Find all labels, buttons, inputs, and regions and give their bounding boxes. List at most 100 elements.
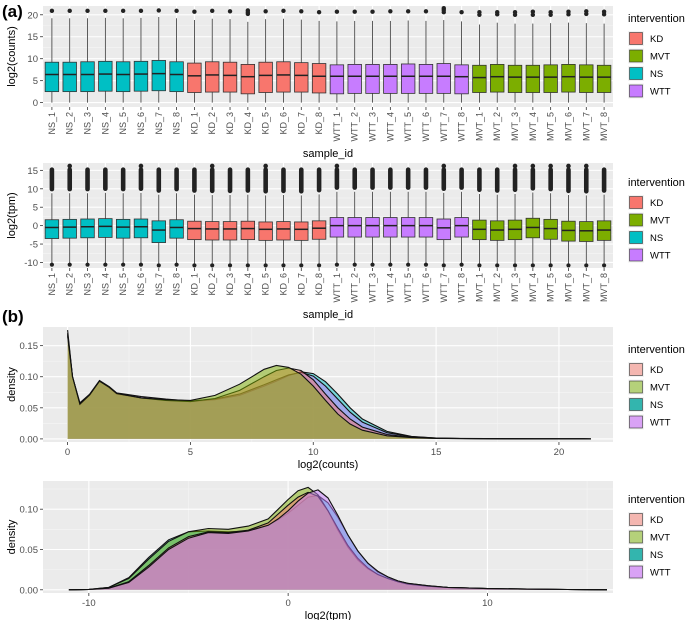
box-body xyxy=(507,64,523,93)
box-body xyxy=(151,60,166,92)
x-tick-label: MVT_2 xyxy=(492,112,502,141)
box-ns-3 xyxy=(80,8,95,103)
x-axis-title: sample_id xyxy=(303,148,353,160)
box-wtt-3 xyxy=(365,167,380,267)
box-kd-6 xyxy=(276,167,291,268)
legend-key-ns xyxy=(629,231,643,244)
outlier-point xyxy=(441,263,446,268)
box-body xyxy=(62,61,77,93)
x-tick-label: NS_6 xyxy=(136,273,146,296)
x-tick-label: KD_3 xyxy=(225,273,235,296)
outlier-band-upper xyxy=(405,167,411,190)
outlier-point xyxy=(138,262,144,267)
box-body xyxy=(311,220,327,240)
legend-label: WTT xyxy=(650,251,671,262)
outlier-point xyxy=(192,263,197,268)
box-wtt-8 xyxy=(454,167,469,267)
box-ns-5 xyxy=(115,8,131,103)
box-mvt-3 xyxy=(507,163,523,268)
outlier-point xyxy=(334,262,340,267)
outlier-band-upper xyxy=(423,167,429,190)
box-kd-7 xyxy=(294,9,309,103)
outlier-point xyxy=(477,9,482,15)
x-tick-label: KD_5 xyxy=(261,273,271,296)
legend-label: MVT xyxy=(650,216,670,227)
legend-key-mvt xyxy=(629,49,643,63)
x-axis-title: log2(counts) xyxy=(298,459,359,471)
box-ns-1 xyxy=(44,167,60,267)
y-tick-label: 0 xyxy=(33,221,38,232)
x-tick-label: MVT_4 xyxy=(528,273,538,302)
y-tick-label: 10 xyxy=(27,54,38,65)
box-body xyxy=(115,218,131,239)
x-tick-label: WTT_4 xyxy=(385,112,395,142)
outlier-point xyxy=(121,262,126,267)
legend-label: KD xyxy=(650,365,663,376)
x-axis-title: sample_id xyxy=(303,309,353,321)
box-kd-3 xyxy=(222,9,238,103)
box-mvt-1 xyxy=(472,167,487,268)
y-tick-label: 0.00 xyxy=(20,434,39,445)
outlier-point xyxy=(406,262,411,267)
x-tick-label: WTT_6 xyxy=(421,273,431,303)
x-tick-label: NS_2 xyxy=(65,112,75,135)
x-axis-title: log2(tpm) xyxy=(305,610,351,620)
x-tick-label: MVT_3 xyxy=(510,112,520,141)
x-tick-label: WTT_3 xyxy=(368,112,378,142)
box-mvt-4 xyxy=(525,163,541,268)
legend-label: NS xyxy=(650,400,663,411)
outlier-point xyxy=(263,263,268,268)
box-body xyxy=(115,61,131,93)
box-body xyxy=(187,62,202,93)
outlier-point xyxy=(49,8,55,14)
x-tick-label: WTT_1 xyxy=(332,112,342,142)
legend-label: KD xyxy=(650,198,663,209)
box-body xyxy=(258,221,273,241)
outlier-point xyxy=(584,263,589,268)
box-ns-7 xyxy=(151,8,166,103)
outlier-point xyxy=(210,263,215,268)
outlier-point xyxy=(245,8,251,13)
outlier-point xyxy=(156,8,161,13)
x-tick-label: WTT_2 xyxy=(350,112,360,142)
box-body xyxy=(80,218,95,239)
x-tick-label: NS_8 xyxy=(172,273,182,296)
box-body xyxy=(169,61,184,93)
outlier-point xyxy=(281,263,286,268)
outlier-point xyxy=(583,163,589,169)
box-kd-2 xyxy=(205,8,220,103)
legend-key-ns xyxy=(629,548,643,561)
outlier-band-upper xyxy=(192,167,197,193)
box-kd-4 xyxy=(240,8,256,103)
outlier-point xyxy=(334,9,340,14)
x-tick-label: WTT_7 xyxy=(439,112,449,142)
outlier-band-upper xyxy=(459,167,464,190)
outlier-point xyxy=(388,262,393,267)
y-tick-label: -10 xyxy=(24,258,38,269)
box-body xyxy=(98,60,113,92)
x-tick-label: WTT_2 xyxy=(350,273,360,303)
y-tick-label: 15 xyxy=(27,166,38,177)
outlier-point xyxy=(601,9,607,14)
outlier-point xyxy=(566,163,571,169)
box-body xyxy=(365,64,380,94)
outlier-point xyxy=(370,9,375,14)
box-body xyxy=(347,64,362,94)
x-tick-label: KD_1 xyxy=(189,273,199,296)
legend-key-kd xyxy=(629,513,643,526)
x-tick-label: KD_2 xyxy=(207,273,217,296)
outlier-band-upper xyxy=(174,167,179,192)
outlier-band-upper xyxy=(209,167,215,194)
outlier-band-upper xyxy=(67,167,73,192)
x-tick-label: WTT_3 xyxy=(368,273,378,303)
box-body xyxy=(222,221,238,241)
box-body xyxy=(187,220,202,241)
box-kd-7 xyxy=(294,167,309,268)
box-body xyxy=(329,217,345,238)
outlier-band-upper xyxy=(316,167,322,193)
box-mvt-5 xyxy=(543,163,558,268)
legend-key-ns xyxy=(629,398,643,411)
box-mvt-6 xyxy=(561,163,576,268)
y-axis-title: log2(counts) xyxy=(6,26,18,87)
x-tick-label: 5 xyxy=(188,447,193,458)
